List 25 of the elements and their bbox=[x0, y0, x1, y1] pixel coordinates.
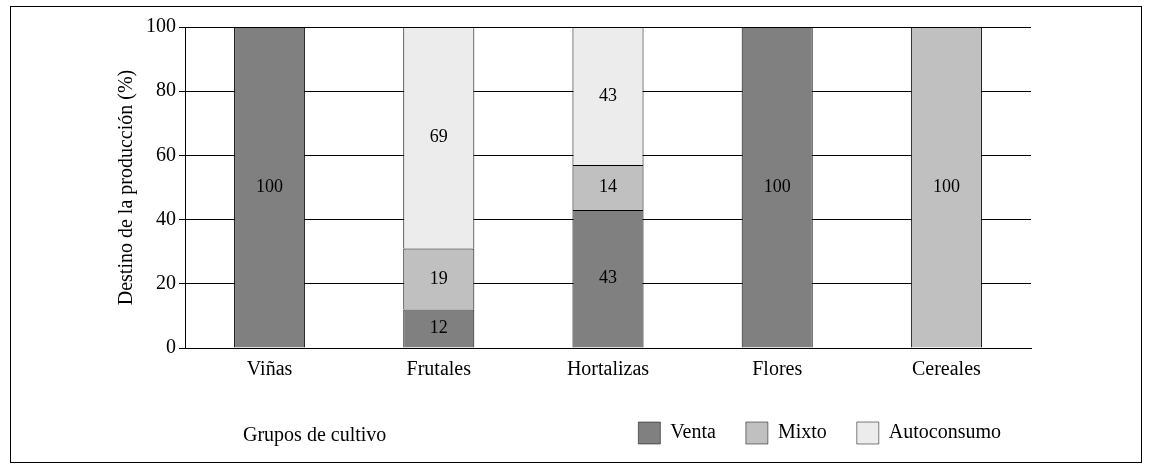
y-axis-title: Destino de la producción (%) bbox=[114, 69, 138, 306]
data-label: 100 bbox=[932, 175, 960, 196]
data-label: 43 bbox=[599, 267, 617, 288]
x-tick-label: Hortalizas bbox=[566, 357, 650, 380]
y-tick-label: 20 bbox=[156, 271, 176, 294]
data-label: 14 bbox=[599, 176, 617, 197]
x-tick-label: Cereales bbox=[911, 357, 982, 380]
legend-label: Mixto bbox=[777, 420, 827, 443]
y-tick-label: 0 bbox=[166, 335, 176, 358]
x-tick-label: Flores bbox=[752, 357, 803, 380]
y-tick-label: 40 bbox=[156, 206, 176, 229]
y-tick-label: 60 bbox=[156, 142, 176, 165]
data-label: 12 bbox=[429, 317, 448, 338]
x-tick-label: Frutales bbox=[406, 357, 472, 380]
data-label: 19 bbox=[429, 267, 448, 288]
x-axis-title: Grupos de cultivo bbox=[243, 423, 387, 446]
data-label: 100 bbox=[256, 175, 284, 196]
y-tick-label: 80 bbox=[156, 78, 176, 101]
legend-label: Autoconsumo bbox=[888, 420, 1001, 443]
data-label: 69 bbox=[429, 126, 448, 147]
legend-label: Venta bbox=[670, 420, 717, 443]
data-label: 100 bbox=[763, 175, 791, 196]
data-label: 43 bbox=[599, 84, 617, 105]
x-tick-label: Viñas bbox=[246, 357, 293, 380]
y-tick-label: 100 bbox=[146, 14, 176, 37]
